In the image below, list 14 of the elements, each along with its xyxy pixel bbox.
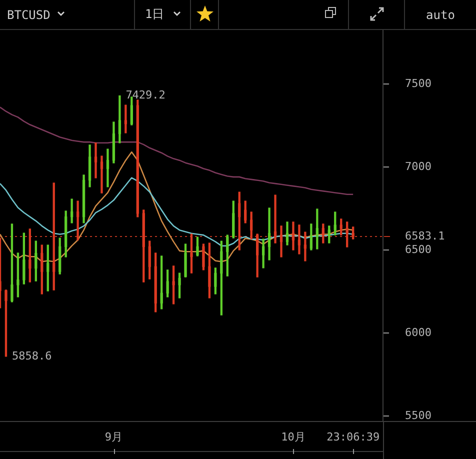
x-tick-label: 23:06:39 <box>326 430 380 444</box>
chart-title: BTCUSD <box>7 8 50 22</box>
x-tick-label: 9月 <box>104 430 123 444</box>
y-tick-label: 6000 <box>405 326 432 339</box>
chart-subtitle: 1日 <box>145 6 164 23</box>
y-tick-label: 7000 <box>405 160 432 173</box>
y-tick-label: 6500 <box>405 242 432 256</box>
y-tick-label: 5500 <box>405 408 432 422</box>
annotation: 7429.2 <box>126 88 166 102</box>
x-tick-label: 10月 <box>281 430 306 444</box>
annotation: 5858.6 <box>12 349 52 362</box>
y-tick-label: 7500 <box>405 76 432 90</box>
text: auto <box>426 8 455 22</box>
ref-line-label: 6583.1 <box>405 229 445 242</box>
